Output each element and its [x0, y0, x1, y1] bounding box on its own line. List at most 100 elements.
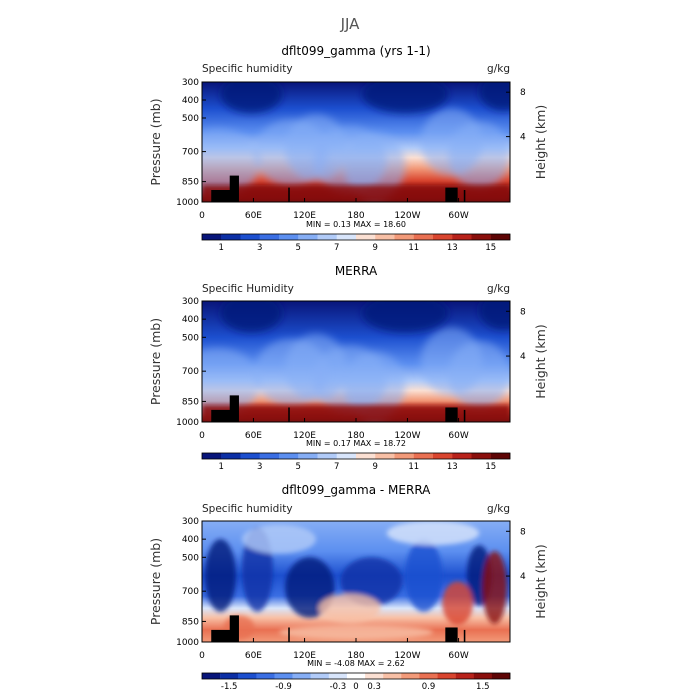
- y-tick-label: 1000: [176, 418, 199, 428]
- colorbar: 1 3 5 7 9 11 13 15: [201, 452, 511, 472]
- colorbar-swatch: [490, 453, 511, 459]
- colorbar-tick-label: 9: [373, 462, 378, 472]
- colorbar-swatch: [310, 673, 330, 679]
- colorbar-swatch: [419, 673, 438, 679]
- colorbar-swatch: [259, 453, 280, 459]
- variable-label: Specific Humidity: [202, 283, 294, 295]
- moist-plumes: [202, 327, 510, 420]
- colorbar-swatch: [433, 234, 453, 240]
- y-tick-label: 700: [182, 587, 199, 597]
- colorbar-swatch: [256, 673, 275, 679]
- y-tick-label: 300: [182, 297, 199, 307]
- page-title: JJA: [340, 15, 361, 33]
- colorbar-swatch: [346, 673, 366, 679]
- y-tick-label: 300: [182, 78, 199, 88]
- colorbar-tick-label: 13: [447, 462, 458, 472]
- y-right-tick-label: 8: [520, 307, 526, 317]
- colorbar-swatch: [473, 673, 493, 679]
- colorbar-swatch: [394, 453, 414, 459]
- y-right-tick-label: 4: [520, 572, 526, 582]
- colorbar-tick-label: 7: [334, 462, 339, 472]
- x-tick-label: 0: [199, 431, 205, 441]
- colorbar-swatch: [356, 453, 376, 459]
- colorbar-swatch: [413, 234, 434, 240]
- colorbar-swatch: [490, 234, 511, 240]
- colorbar-swatch: [471, 234, 491, 240]
- y-right-tick-label: 8: [520, 527, 526, 537]
- x-tick-label: 60W: [448, 431, 468, 441]
- colorbar-swatch: [452, 453, 472, 459]
- x-tick-label: 60W: [448, 651, 468, 661]
- y-tick-label: 400: [182, 96, 199, 106]
- field-contours: [202, 301, 510, 422]
- x-tick-label: 60E: [245, 651, 262, 661]
- colorbar-swatch: [413, 453, 434, 459]
- y-tick-label: 500: [182, 114, 199, 124]
- x-tick-label: 120W: [394, 431, 420, 441]
- colorbar-swatch: [259, 234, 280, 240]
- moist-plumes: [202, 108, 510, 200]
- x-tick-label: 120W: [394, 651, 420, 661]
- colorbar-tick-label: 0: [353, 682, 358, 692]
- y-right-tick-label: 8: [520, 88, 526, 98]
- colorbar-tick-label: 3: [257, 243, 262, 253]
- colorbar-swatch: [356, 234, 376, 240]
- y-tick-label: 700: [182, 148, 199, 158]
- moist-boundary-layer: [202, 405, 510, 422]
- y-axis-label: Pressure (mb): [148, 318, 163, 405]
- colorbar-tick-label: -0.9: [275, 682, 292, 692]
- x-tick-label: 120E: [293, 211, 316, 221]
- colorbar-swatch: [336, 453, 357, 459]
- y-tick-label: 400: [182, 315, 199, 325]
- colorbar-swatch: [328, 673, 348, 679]
- y-axis-label: Pressure (mb): [148, 538, 163, 625]
- y-right-axis-label: Height (km): [533, 105, 548, 179]
- colorbar-tick-label: 1: [219, 243, 224, 253]
- x-tick-label: 120E: [293, 431, 316, 441]
- dry-core: [220, 82, 510, 114]
- y-right-tick-label: 4: [520, 352, 526, 362]
- difference-cells: [205, 521, 507, 640]
- colorbar-swatch: [274, 673, 293, 679]
- colorbar-tick-label: 5: [296, 462, 301, 472]
- colorbar-swatch: [452, 234, 472, 240]
- colorbar-swatch: [317, 234, 337, 240]
- x-tick-label: 180: [347, 211, 364, 221]
- x-tick-label: 60W: [448, 211, 468, 221]
- colorbar-tick-label: 5: [296, 243, 301, 253]
- colorbar-tick-label: -0.3: [330, 682, 347, 692]
- colorbar-swatch: [298, 234, 318, 240]
- panel-1: dflt099_gamma (yrs 1-1) Specific humidity…: [148, 44, 548, 253]
- colorbar-tick-label: 3: [257, 462, 262, 472]
- y-right-tick-label: 4: [520, 133, 526, 143]
- stats-text: MIN = -4.08 MAX = 2.62: [307, 659, 405, 668]
- dry-core: [220, 301, 510, 333]
- colorbar-swatch: [375, 453, 395, 459]
- x-tick-label: 120W: [394, 211, 420, 221]
- x-tick-label: 60E: [245, 211, 262, 221]
- y-tick-label: 850: [182, 397, 199, 407]
- colorbar-swatch: [317, 453, 337, 459]
- panel-3: dflt099_gamma - MERRA Specific humidity g/…: [148, 483, 548, 692]
- y-tick-label: 400: [182, 535, 199, 545]
- y-tick-label: 850: [182, 178, 199, 188]
- units-label: g/kg: [487, 283, 510, 295]
- colorbar-tick-label: 0.9: [422, 682, 436, 692]
- colorbar-tick-label: 9: [373, 243, 378, 253]
- x-tick-label: 180: [347, 651, 364, 661]
- stats-text: MIN = 0.13 MAX = 18.60: [306, 220, 406, 229]
- colorbar-tick-label: 13: [447, 243, 458, 253]
- field-contours: [202, 521, 510, 642]
- colorbar-swatch: [437, 673, 456, 679]
- colorbar-swatch: [279, 453, 299, 459]
- colorbar-swatch: [279, 234, 299, 240]
- colorbar-swatch: [221, 234, 241, 240]
- colorbar-tick-label: 7: [334, 243, 339, 253]
- colorbar-tick-label: 1.5: [476, 682, 490, 692]
- y-tick-label: 300: [182, 517, 199, 527]
- colorbar-swatch: [433, 453, 453, 459]
- y-axis-label: Pressure (mb): [148, 98, 163, 185]
- colorbar-swatch: [394, 234, 414, 240]
- colorbar-tick-label: -1.5: [221, 682, 238, 692]
